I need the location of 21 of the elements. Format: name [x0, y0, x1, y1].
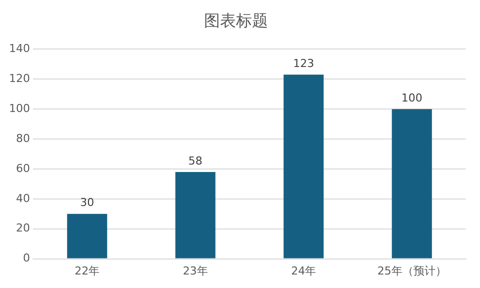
y-tick-label: 40	[16, 192, 30, 205]
bar	[175, 172, 216, 258]
data-label: 123	[293, 57, 314, 70]
bar	[284, 74, 324, 258]
data-label: 30	[80, 196, 94, 210]
y-tick-label: 80	[16, 132, 30, 145]
chart-title: 图表标题	[204, 10, 268, 30]
y-tick-label: 20	[16, 222, 30, 235]
bar	[67, 214, 108, 258]
data-label: 58	[188, 154, 202, 168]
y-tick-label: 100	[8, 102, 30, 115]
x-tick-label: 23年	[182, 264, 208, 278]
bar	[392, 109, 432, 258]
x-tick-label: 22年	[74, 264, 100, 278]
x-tick-label: 25年（预计）	[377, 264, 446, 278]
y-tick-label: 0	[22, 252, 30, 265]
y-tick-label: 120	[8, 72, 30, 85]
x-tick-label: 24年	[291, 264, 316, 278]
y-tick-label: 60	[16, 162, 30, 175]
data-label: 100	[401, 91, 422, 104]
y-tick-label: 140	[8, 42, 30, 56]
